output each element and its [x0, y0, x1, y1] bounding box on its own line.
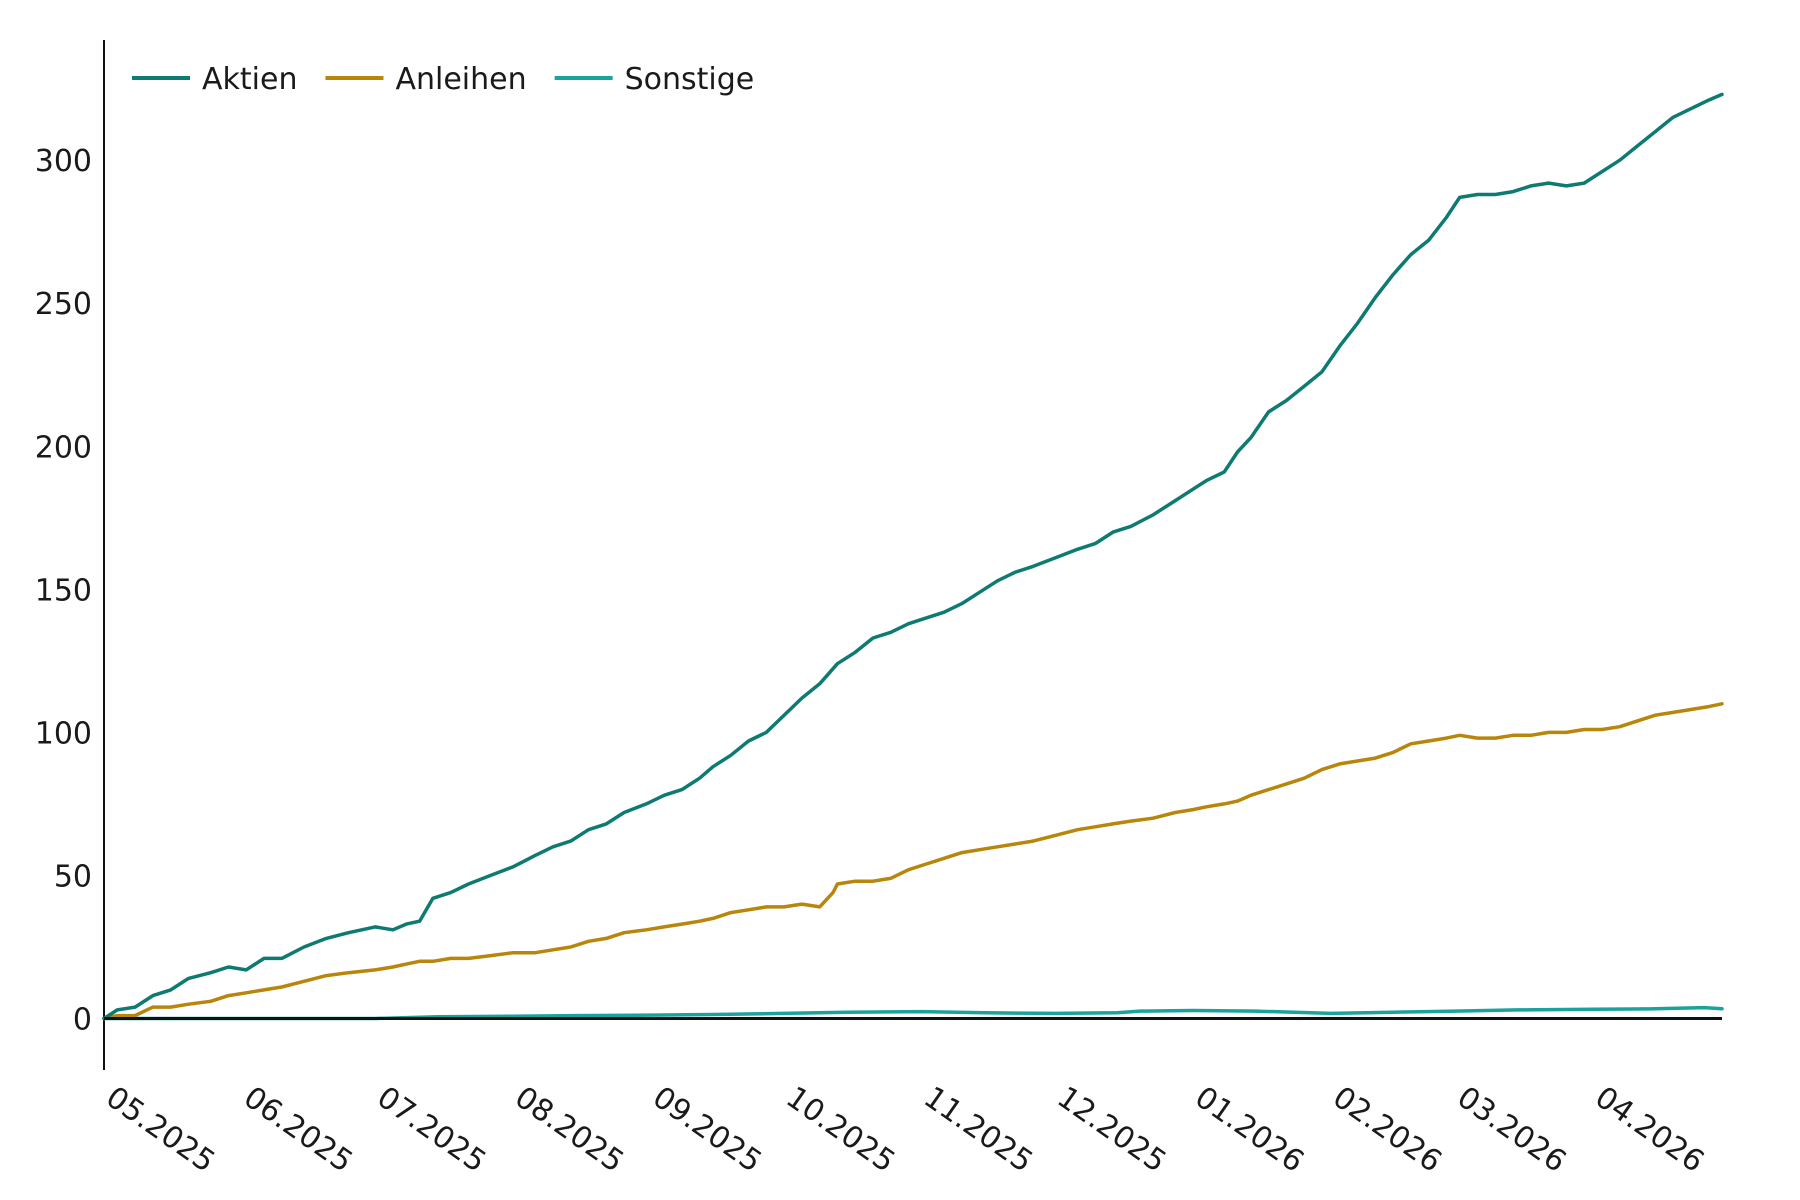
- x-tick-label: 12.2025: [1051, 1080, 1173, 1180]
- y-tick-label: 150: [35, 573, 92, 608]
- x-tick-label: 05.2025: [99, 1080, 221, 1180]
- legend-label: Aktien: [202, 62, 297, 97]
- y-tick-labels: 0 50 100 150 200 250 300: [35, 144, 92, 1037]
- legend: Aktien Anleihen Sonstige: [132, 62, 754, 97]
- series-lines: [102, 92, 1724, 1021]
- legend-label: Sonstige: [625, 62, 755, 97]
- legend-label: Anleihen: [395, 62, 526, 97]
- y-tick-label: 250: [35, 287, 92, 322]
- x-tick-label: 03.2026: [1451, 1080, 1573, 1180]
- legend-item-aktien: Aktien: [132, 62, 297, 97]
- legend-item-sonstige: Sonstige: [554, 62, 755, 97]
- y-tick-label: 100: [35, 716, 92, 751]
- x-tick-label: 02.2026: [1326, 1080, 1448, 1180]
- x-tick-label: 07.2025: [371, 1080, 493, 1180]
- x-tick-label: 10.2025: [780, 1080, 902, 1180]
- legend-item-anleihen: Anleihen: [325, 62, 527, 97]
- series-line-aktien: [102, 92, 1724, 1021]
- x-tick-labels: 05.2025 06.2025 07.2025 08.2025 09.2025 10.20…: [99, 1080, 1710, 1180]
- y-tick-label: 0: [73, 1003, 92, 1038]
- y-tick-label: 300: [35, 144, 92, 179]
- x-tick-label: 04.2026: [1589, 1080, 1711, 1180]
- x-tick-label: 08.2025: [508, 1080, 630, 1180]
- series-line-sonstige: [102, 1005, 1724, 1021]
- y-tick-label: 200: [35, 430, 92, 465]
- y-tick-label: 50: [54, 859, 92, 894]
- x-tick-label: 09.2025: [646, 1080, 768, 1180]
- x-tick-label: 01.2026: [1188, 1080, 1310, 1180]
- x-tick-label: 06.2025: [237, 1080, 359, 1180]
- series-line-anleihen: [102, 702, 1724, 1021]
- x-tick-label: 11.2025: [917, 1080, 1039, 1180]
